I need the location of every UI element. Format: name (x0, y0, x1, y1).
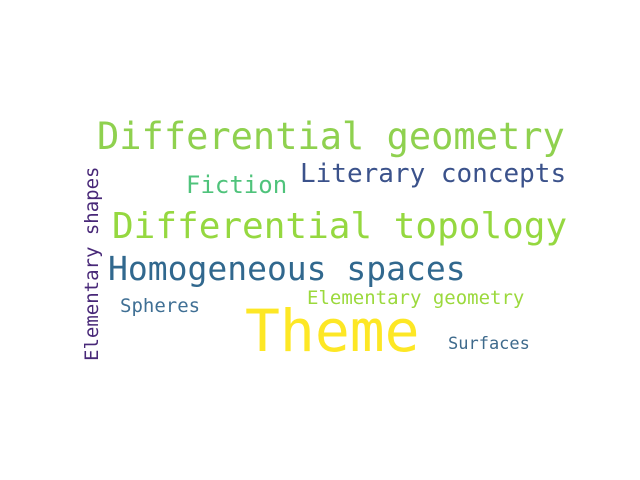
word-surfaces: Surfaces (448, 334, 530, 354)
word-homogeneous-spaces: Homogeneous spaces (108, 249, 466, 288)
word-fiction: Fiction (186, 171, 288, 199)
word-differential-geometry: Differential geometry (97, 115, 565, 158)
word-spheres: Spheres (120, 295, 201, 317)
word-elementary-shapes: Elementary shapes (81, 166, 103, 361)
word-differential-topology: Differential topology (112, 206, 568, 247)
word-literary-concepts: Literary concepts (300, 159, 567, 189)
word-elementary-geometry: Elementary geometry (307, 287, 525, 309)
word-theme: Theme (245, 297, 420, 365)
